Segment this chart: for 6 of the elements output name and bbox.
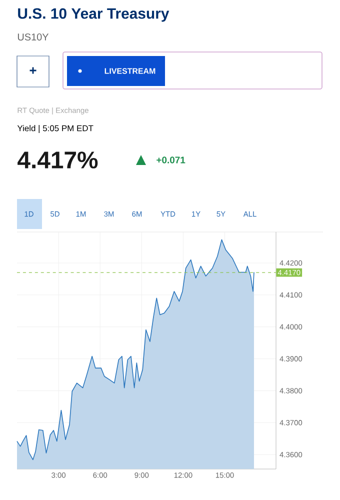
text: 4.417% [18,152,98,168]
text: + [30,67,36,74]
chart-title: U.S. 10 Year Treasury [18,8,170,22]
text: Yield | 5:05 PM EDT [17,125,94,133]
chart-subtitle: US10Y [18,33,49,41]
text: +0.071 [156,156,186,164]
